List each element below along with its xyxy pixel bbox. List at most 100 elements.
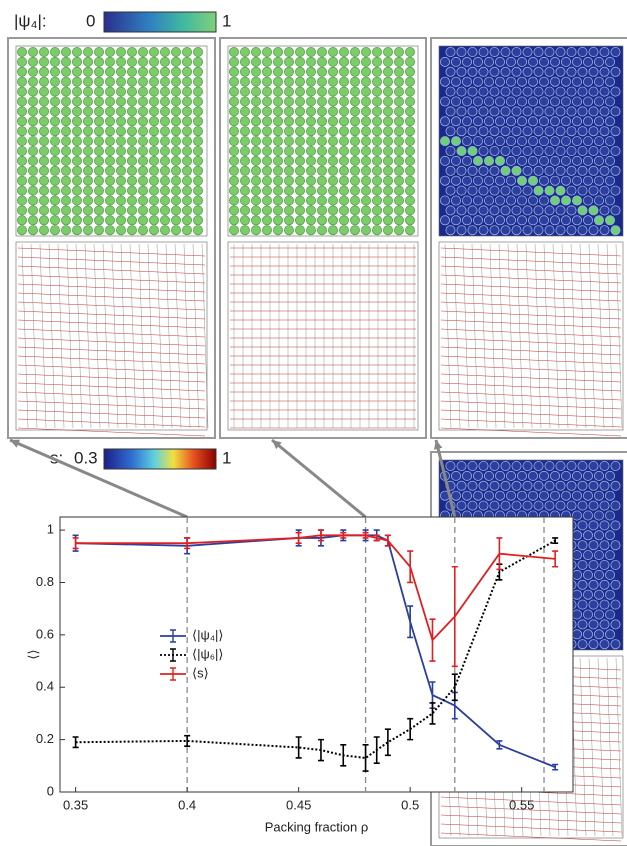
- particle: [478, 480, 489, 491]
- particle: [505, 136, 516, 147]
- particle: [327, 225, 338, 236]
- particle: [550, 136, 561, 147]
- bond: [57, 243, 65, 429]
- particle: [577, 579, 588, 590]
- particle: [605, 96, 616, 107]
- particle: [393, 76, 404, 87]
- particle: [127, 195, 138, 206]
- particle: [494, 470, 505, 481]
- particle: [283, 195, 294, 206]
- particle: [272, 116, 283, 127]
- particle: [445, 126, 456, 137]
- particle: [599, 540, 610, 551]
- particle: [105, 47, 116, 58]
- particle: [228, 215, 239, 226]
- particle: [261, 96, 272, 107]
- particle: [294, 56, 305, 67]
- particle: [566, 480, 577, 491]
- particle: [404, 136, 415, 147]
- particle: [272, 205, 283, 216]
- particle: [450, 490, 461, 501]
- bond: [17, 337, 206, 347]
- particle: [127, 126, 138, 137]
- particle: [16, 185, 27, 196]
- particle: [192, 96, 203, 107]
- particle: [94, 116, 105, 127]
- particle: [94, 195, 105, 206]
- particle: [250, 145, 261, 156]
- particle: [137, 47, 148, 58]
- bond: [17, 274, 206, 284]
- particle: [528, 96, 539, 107]
- particle: [27, 86, 38, 97]
- particle: [181, 185, 192, 196]
- particle: [605, 589, 616, 600]
- bond: [66, 243, 74, 429]
- error-bar: [184, 734, 191, 747]
- particle: [61, 56, 72, 67]
- particle: [522, 106, 533, 117]
- particle: [16, 76, 27, 87]
- bond: [444, 243, 452, 429]
- particle: [294, 155, 305, 166]
- error-bar: [429, 618, 436, 662]
- particle: [50, 145, 61, 156]
- particle: [572, 195, 583, 206]
- particle: [610, 639, 621, 650]
- particle: [371, 126, 382, 137]
- particle: [327, 126, 338, 137]
- particle: [250, 76, 261, 87]
- particle: [83, 136, 94, 147]
- particle: [94, 96, 105, 107]
- particle: [181, 165, 192, 176]
- particle: [555, 205, 566, 216]
- particle: [561, 470, 572, 481]
- particle: [192, 175, 203, 186]
- particle: [192, 66, 203, 77]
- particle: [404, 126, 415, 137]
- particle: [360, 155, 371, 166]
- bond: [606, 243, 614, 429]
- colorbar-max: 1: [222, 11, 231, 30]
- particle: [105, 165, 116, 176]
- particle: [72, 145, 83, 156]
- particle: [404, 56, 415, 67]
- particle: [170, 225, 181, 236]
- snapshots: [7, 37, 627, 846]
- particle: [283, 185, 294, 196]
- particle: [439, 136, 450, 147]
- particle: [294, 86, 305, 97]
- particle: [349, 76, 360, 87]
- particle: [181, 195, 192, 206]
- particle: [239, 145, 250, 156]
- particle: [511, 185, 522, 196]
- y-tick-label: 0.2: [36, 731, 54, 746]
- particle: [327, 56, 338, 67]
- particle: [382, 126, 393, 137]
- particle: [478, 126, 489, 137]
- particle: [371, 66, 382, 77]
- colorbar-min: 0: [86, 11, 95, 30]
- particle: [137, 96, 148, 107]
- particle: [588, 520, 599, 531]
- particle: [450, 215, 461, 226]
- particle: [483, 490, 494, 501]
- particle: [27, 76, 38, 87]
- particle: [472, 56, 483, 67]
- particle: [83, 195, 94, 206]
- bond: [440, 265, 622, 275]
- particle: [349, 175, 360, 186]
- particle: [539, 56, 550, 67]
- particle: [239, 66, 250, 77]
- particle: [572, 490, 583, 501]
- particle: [228, 195, 239, 206]
- particle: [16, 136, 27, 147]
- particle: [105, 76, 116, 87]
- particle: [349, 66, 360, 77]
- particle: [494, 175, 505, 186]
- particle: [550, 116, 561, 127]
- bond: [440, 355, 622, 365]
- bond: [17, 256, 206, 266]
- particle: [181, 76, 192, 87]
- particle: [261, 76, 272, 87]
